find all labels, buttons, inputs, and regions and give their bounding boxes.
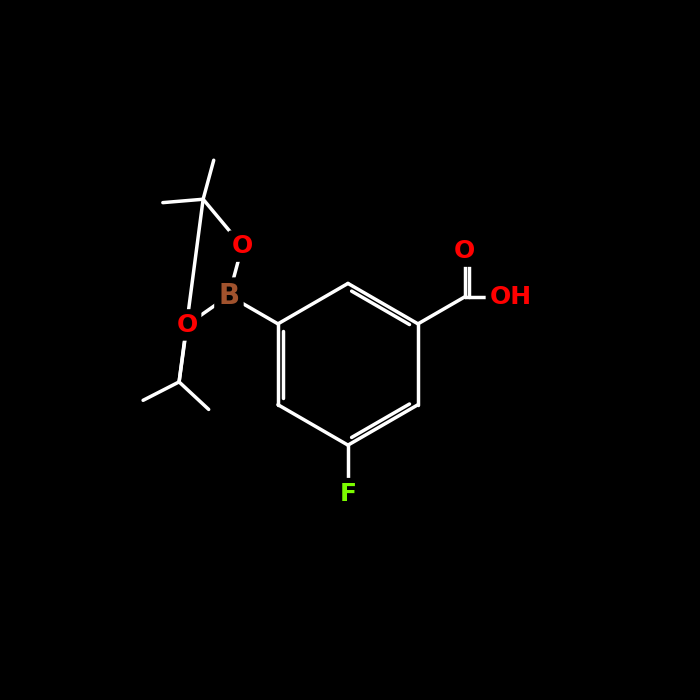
Text: O: O [454,239,475,263]
Text: O: O [176,313,197,337]
Text: OH: OH [489,285,531,309]
Text: F: F [340,482,356,505]
Text: B: B [218,281,239,309]
Text: O: O [232,234,253,258]
